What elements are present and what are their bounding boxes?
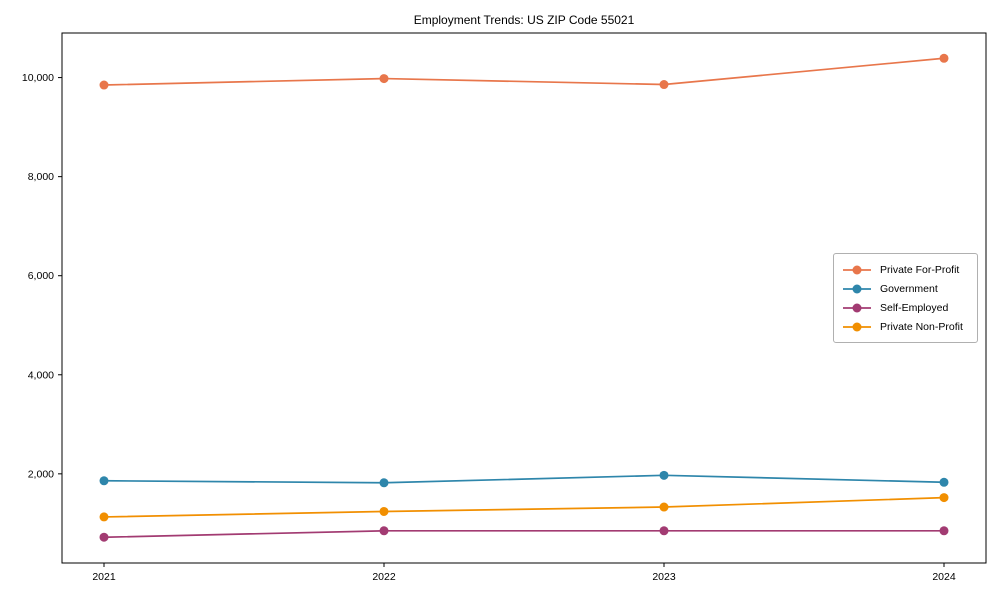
legend-label: Self-Employed bbox=[880, 301, 949, 314]
y-tick-label: 8,000 bbox=[28, 171, 54, 183]
y-tick-label: 10,000 bbox=[22, 72, 54, 84]
line-series-self-employed bbox=[103, 529, 944, 539]
legend-marker-icon bbox=[843, 265, 871, 274]
data-point-private-non-profit-2023 bbox=[659, 502, 669, 512]
line-series-government bbox=[103, 474, 945, 484]
legend-item-private-for-profit: Private For-Profit bbox=[842, 260, 969, 279]
y-tick-label: 4,000 bbox=[28, 369, 54, 381]
legend-item-self-employed: Self-Employed bbox=[842, 298, 969, 317]
legend: Private For-Profit Government Self-Employe… bbox=[833, 253, 978, 343]
x-tick-label: 2023 bbox=[652, 571, 676, 583]
line-series-private-for-profit bbox=[103, 57, 945, 86]
data-point-private-non-profit-2022 bbox=[379, 506, 389, 516]
data-point-private-for-profit-2024 bbox=[939, 53, 949, 63]
data-point-government-2023 bbox=[659, 470, 669, 480]
legend-marker-icon bbox=[843, 303, 871, 312]
legend-label: Private For-Profit bbox=[880, 263, 960, 276]
y-tick-label: 2,000 bbox=[28, 468, 54, 480]
data-point-self-employed-2021 bbox=[99, 532, 109, 542]
data-point-private-for-profit-2021 bbox=[99, 80, 109, 90]
data-point-private-for-profit-2023 bbox=[659, 80, 669, 90]
line-series-private-non-profit bbox=[103, 496, 945, 518]
legend-item-government: Government bbox=[842, 279, 969, 298]
data-point-private-non-profit-2021 bbox=[99, 512, 109, 522]
chart-title: Employment Trends: US ZIP Code 55021 bbox=[413, 13, 635, 27]
legend-item-private-non-profit: Private Non-Profit bbox=[842, 317, 969, 336]
data-point-private-non-profit-2024 bbox=[939, 493, 949, 503]
data-point-self-employed-2023 bbox=[659, 526, 669, 536]
x-tick-label: 2024 bbox=[932, 571, 956, 583]
data-point-private-for-profit-2022 bbox=[379, 74, 389, 84]
x-tick-label: 2021 bbox=[92, 571, 116, 583]
data-point-self-employed-2024 bbox=[939, 526, 949, 536]
data-point-government-2024 bbox=[939, 477, 949, 487]
data-point-government-2022 bbox=[379, 478, 389, 488]
legend-marker-icon bbox=[843, 284, 871, 293]
data-point-government-2021 bbox=[99, 476, 109, 486]
plot-border bbox=[61, 32, 987, 564]
x-tick-label: 2022 bbox=[372, 571, 396, 583]
legend-marker-icon bbox=[843, 322, 871, 331]
legend-label: Private Non-Profit bbox=[880, 320, 963, 333]
y-tick-label: 6,000 bbox=[28, 270, 54, 282]
legend-label: Government bbox=[880, 282, 938, 295]
data-point-self-employed-2022 bbox=[379, 526, 389, 536]
